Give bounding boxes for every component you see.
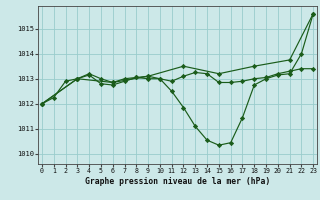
X-axis label: Graphe pression niveau de la mer (hPa): Graphe pression niveau de la mer (hPa) bbox=[85, 177, 270, 186]
